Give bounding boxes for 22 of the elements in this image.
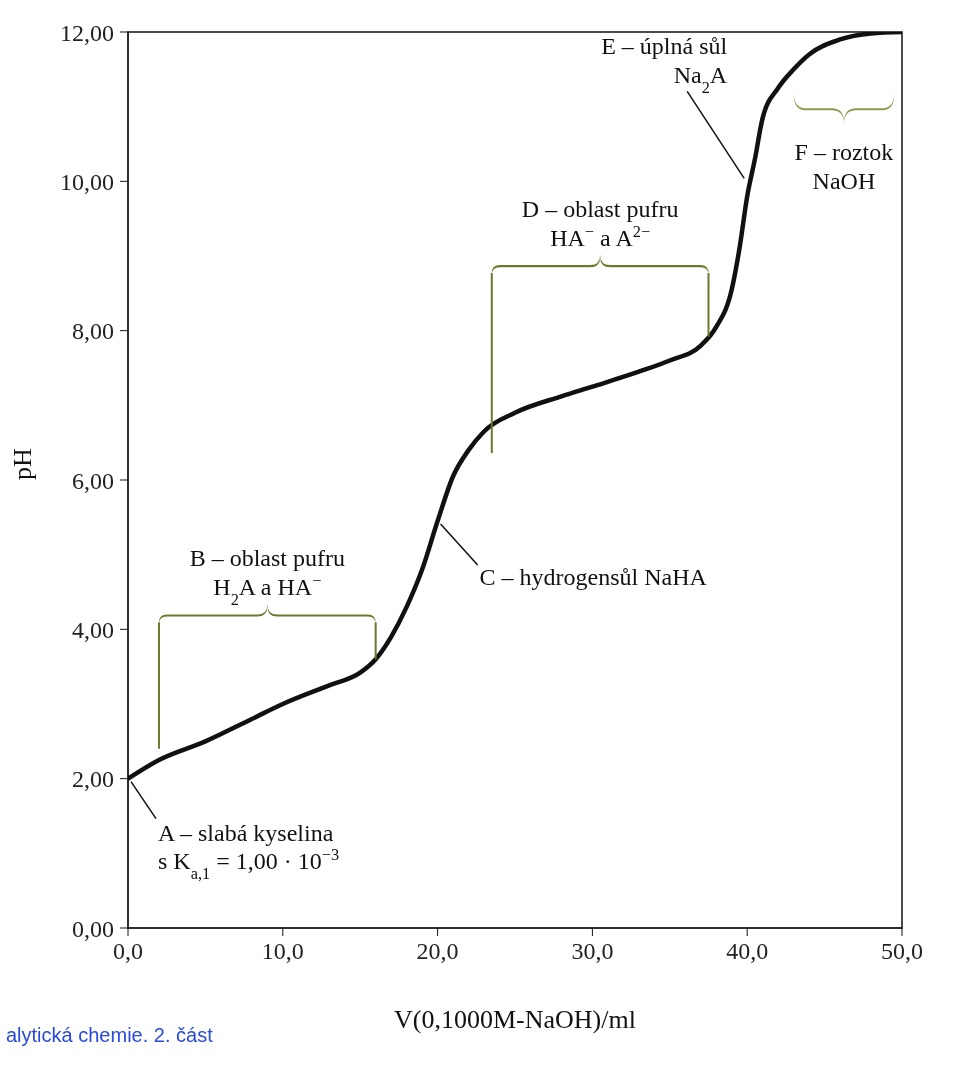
annotation: D – oblast pufru HA$^{−}$ a A$^{2−}$: [521, 195, 679, 251]
y-axis-title: pH: [8, 448, 38, 480]
x-tick-label: 0,0: [113, 938, 143, 965]
y-tick-label: 4,00: [72, 616, 114, 643]
y-tick-label: 6,00: [72, 467, 114, 494]
x-tick-label: 30,0: [571, 938, 614, 965]
x-tick-label: 50,0: [881, 938, 923, 965]
annotation: F – roztok NaOH: [794, 139, 894, 194]
text: alytická chemie. 2. část: [6, 1024, 214, 1046]
y-tick-label: 0,00: [72, 915, 114, 942]
x-tick-label: 10,0: [261, 938, 304, 965]
annotation: B – oblast pufru H$_{2}$A a HA$^{−}$: [189, 545, 345, 609]
x-axis-title: V(0,1000M-NaOH)/ml: [394, 1005, 636, 1034]
y-tick-label: 8,00: [72, 318, 114, 345]
y-tick-label: 10,00: [60, 168, 114, 195]
y-tick-label: 12,00: [60, 19, 114, 46]
annotation: C – hydrogensůl NaHA: [479, 564, 708, 591]
x-tick-label: 20,0: [416, 938, 459, 965]
annotation: E – úplná sůl Na$_{2}$A: [601, 33, 728, 97]
x-tick-label: 40,0: [726, 938, 769, 965]
annotation: A – slabá kyselina s K$_{a,1}$ = 1,00 · 10$^{−3}$: [158, 819, 340, 883]
y-tick-label: 2,00: [72, 766, 114, 793]
